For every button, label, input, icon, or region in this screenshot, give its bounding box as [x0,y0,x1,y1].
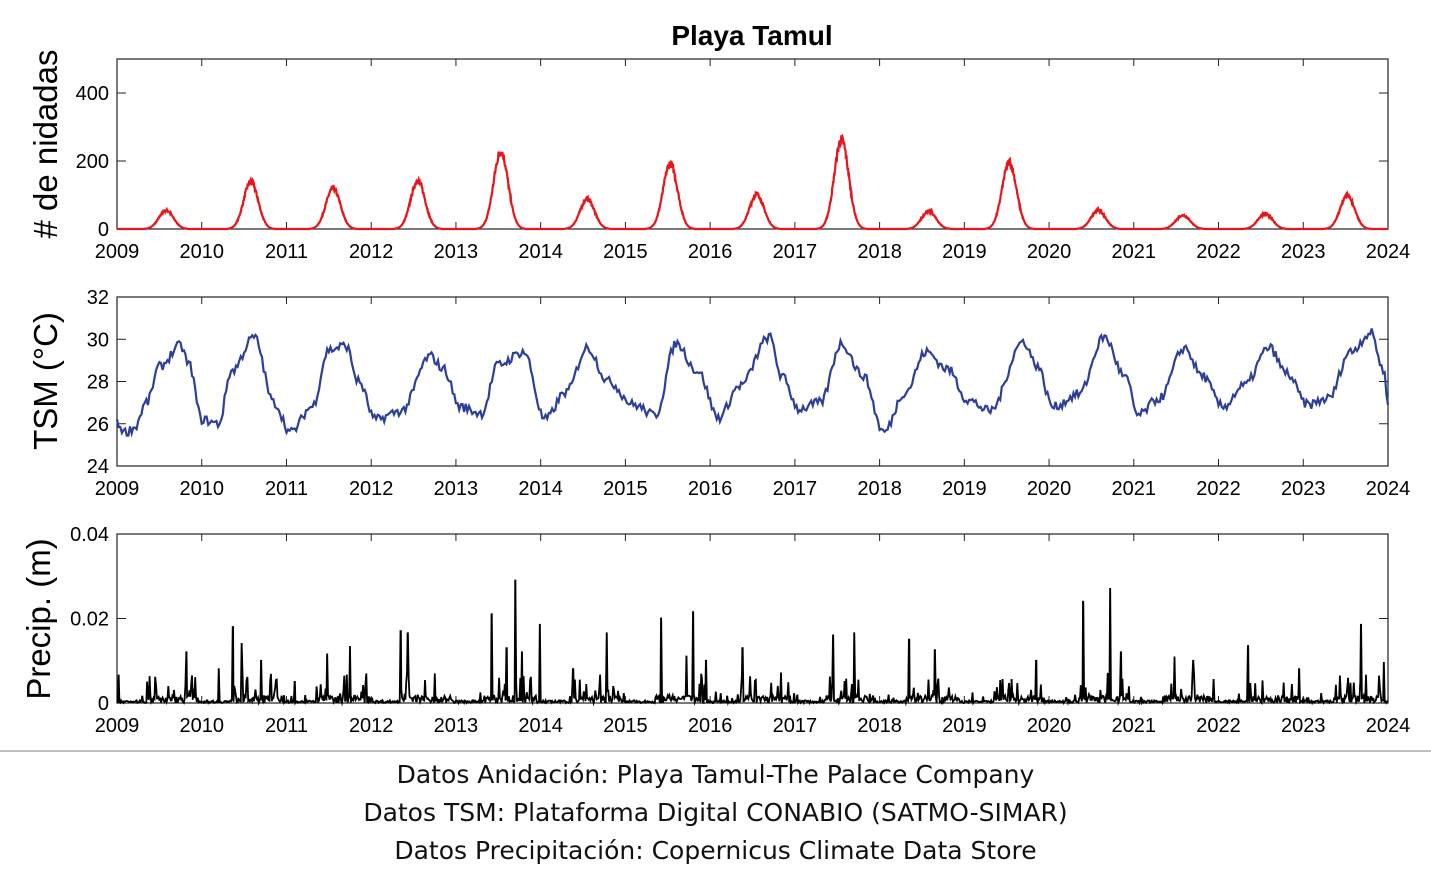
panel-sst: 2009 2010 2011 2012 2013 2014 2015 2016 2017 2018… [27,287,1410,500]
sst-ytick-label: 24 [87,456,109,478]
nests-xtick-label: 2016 [688,241,733,263]
nests-xtick-label: 2012 [349,241,394,263]
precip-ytick-label: 0.02 [70,609,109,631]
panel-precip: 2009 2010 2011 2012 2013 2014 2015 2016 2017 2018… [20,524,1410,737]
precip-xtick-label: 2013 [434,715,479,737]
precip-xtick-label: 2022 [1196,715,1241,737]
nests-xtick-label: 2014 [518,241,563,263]
sst-xtick-label: 2020 [1027,478,1072,500]
precip-xtick-label: 2019 [942,715,987,737]
precip-xtick-label: 2016 [688,715,733,737]
nests-xtick-label: 2021 [1112,241,1157,263]
credit-sst: Datos TSM: Plataforma Digital CONABIO (S… [363,798,1068,827]
sst-xtick-label: 2019 [942,478,987,500]
nests-ytick-label: 0 [98,219,109,241]
sst-ytick-label: 28 [87,372,109,394]
sst-xtick-label: 2015 [603,478,648,500]
sst-xtick-label: 2024 [1366,478,1411,500]
precip-ylabel: Precip. (m) [20,538,57,699]
nests-series-line [117,133,1388,231]
nests-xtick-label: 2013 [434,241,479,263]
sst-ticks: 2009 2010 2011 2012 2013 2014 2015 2016 2017 2018… [87,287,1411,500]
nests-axes-box [116,58,1389,230]
precip-ytick-label: 0.04 [70,524,109,546]
sst-ytick-label: 30 [87,329,109,351]
nests-xtick-label: 2010 [179,241,224,263]
precip-xtick-label: 2024 [1366,715,1411,737]
nests-ytick-label: 400 [76,83,109,105]
sst-xtick-label: 2009 [95,478,140,500]
sst-axes-box [116,296,1389,467]
precip-xtick-label: 2014 [518,715,563,737]
credit-nesting: Datos Anidación: Playa Tamul-The Palace … [396,760,1035,789]
sst-xtick-label: 2017 [773,478,818,500]
precip-xtick-label: 2009 [95,715,140,737]
sst-ytick-label: 32 [87,287,109,309]
sst-xtick-label: 2013 [434,478,479,500]
sst-xtick-label: 2010 [179,478,224,500]
precip-xtick-label: 2020 [1027,715,1072,737]
nests-xtick-label: 2017 [773,241,818,263]
sst-xtick-label: 2016 [688,478,733,500]
precip-xtick-label: 2015 [603,715,648,737]
nests-xtick-label: 2024 [1366,241,1411,263]
credits-block: Datos Anidación: Playa Tamul-The Palace … [0,756,1431,870]
nests-ytick-label: 200 [76,151,109,173]
nests-ylabel: # de nidadas [27,50,64,239]
sst-ylabel: TSM (°C) [27,312,64,450]
precip-xtick-label: 2011 [265,715,308,737]
sst-xtick-label: 2014 [518,478,563,500]
precip-axes-box [116,533,1389,704]
precip-xtick-label: 2023 [1281,715,1326,737]
sst-ytick-label: 26 [87,414,109,436]
chart-title: Playa Tamul [671,20,832,51]
nests-xtick-label: 2023 [1281,241,1326,263]
precip-xtick-label: 2018 [857,715,902,737]
nests-xtick-label: 2019 [942,241,987,263]
precip-xtick-label: 2017 [773,715,818,737]
nests-xtick-label: 2020 [1027,241,1072,263]
sst-xtick-label: 2012 [349,478,394,500]
credit-precip: Datos Precipitación: Copernicus Climate … [394,836,1037,865]
sst-series-line [115,328,1390,438]
panel-nests: 2009 2010 2011 2012 2013 2014 2015 2016 2017 2018… [27,50,1410,264]
nests-xtick-label: 2018 [857,241,902,263]
precip-ticks: 2009 2010 2011 2012 2013 2014 2015 2016 2017 2018… [70,524,1410,737]
sst-xtick-label: 2011 [265,478,308,500]
precip-xtick-label: 2012 [349,715,394,737]
chart-figure: Playa Tamul 2009 2010 2011 2012 2013 2014 2015… [0,20,1431,752]
precip-ytick-label: 0 [98,693,109,715]
precip-xtick-label: 2021 [1112,715,1157,737]
nests-xtick-label: 2011 [265,241,308,263]
precip-series-line [116,579,1389,707]
nests-xtick-label: 2009 [95,241,140,263]
sst-xtick-label: 2018 [857,478,902,500]
precip-xtick-label: 2010 [179,715,224,737]
nests-xtick-label: 2022 [1196,241,1241,263]
sst-xtick-label: 2023 [1281,478,1326,500]
sst-xtick-label: 2021 [1112,478,1157,500]
nests-xtick-label: 2015 [603,241,648,263]
sst-xtick-label: 2022 [1196,478,1241,500]
nests-ticks: 2009 2010 2011 2012 2013 2014 2015 2016 2017 2018… [76,59,1411,263]
